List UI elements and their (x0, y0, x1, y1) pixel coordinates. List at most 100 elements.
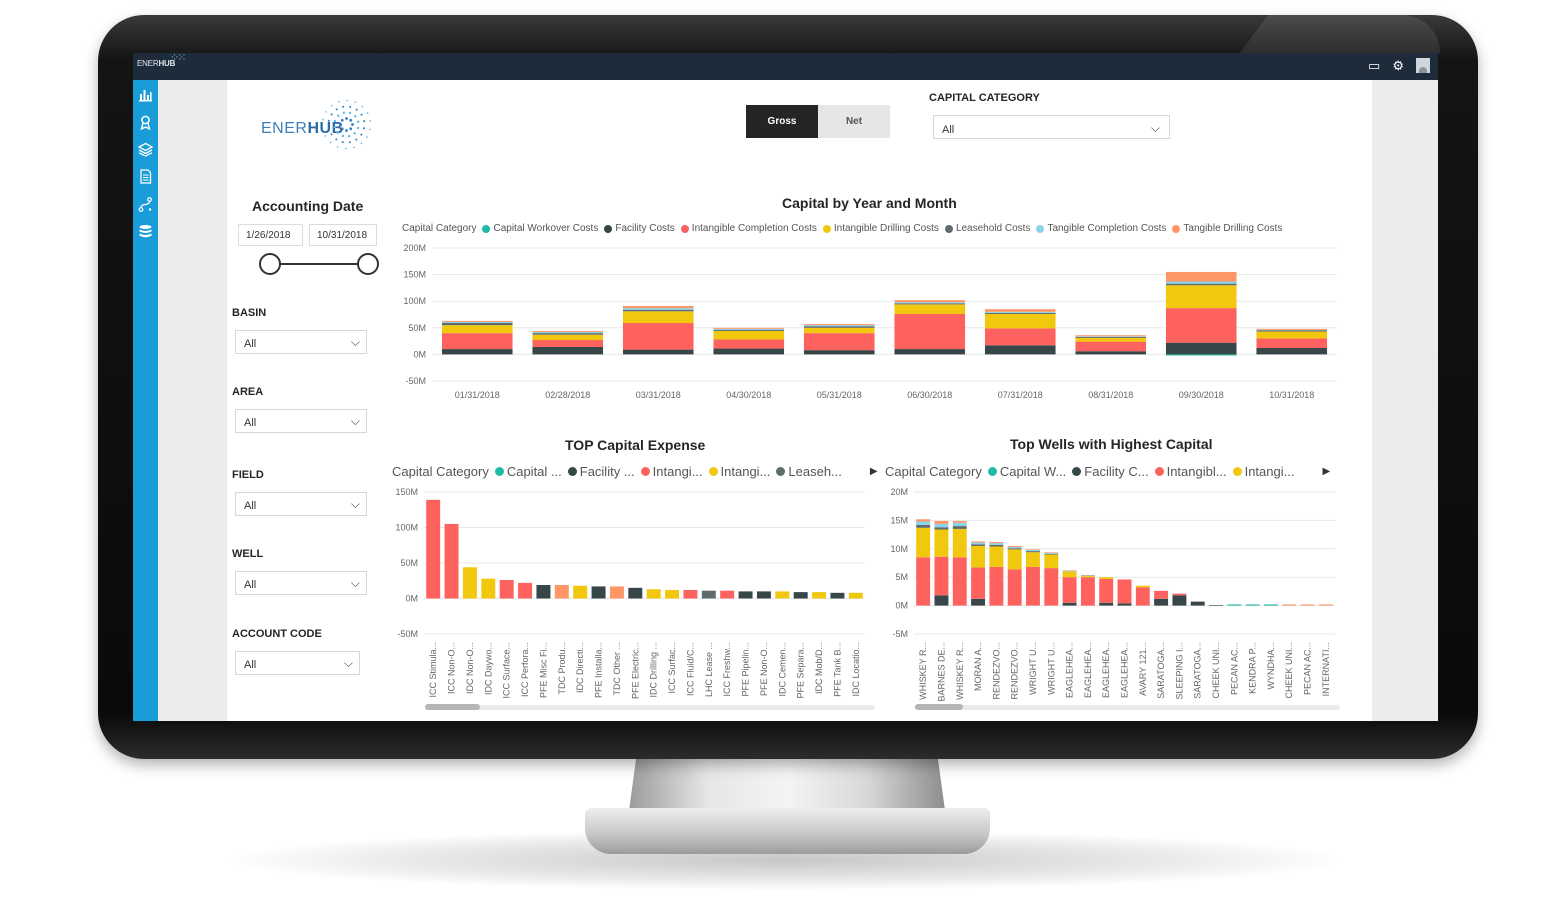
layers-icon[interactable] (137, 142, 154, 157)
legend-next-arrow-icon[interactable]: ▶ (869, 466, 878, 477)
bar-segment-facility-costs[interactable] (1256, 348, 1328, 355)
bar-segment-tangible-completion-costs[interactable] (1062, 570, 1077, 572)
bar-segment-leasehold-costs[interactable] (532, 333, 604, 335)
bar-segment-tangible-drilling-costs[interactable] (1282, 604, 1297, 606)
legend-item-facility-costs[interactable]: Facility ... (567, 464, 635, 479)
bar-segment-intangible-completion-costs[interactable] (934, 556, 949, 596)
date-slider-end-handle[interactable] (357, 253, 379, 275)
account-code-dropdown[interactable]: All ⌵ (235, 651, 360, 675)
legend-item-capital-workover-costs[interactable]: Capital Workover Costs (482, 223, 598, 234)
expense-bar[interactable] (738, 591, 753, 599)
bar-segment-intangible-completion-costs[interactable] (1172, 593, 1187, 596)
bar-segment-leasehold-costs[interactable] (1026, 551, 1040, 553)
chart3-scroll-track[interactable] (915, 705, 1340, 710)
bar-segment-tangible-completion-costs[interactable] (916, 521, 931, 525)
bar-segment-intangible-completion-costs[interactable] (713, 339, 785, 349)
bar-segment-intangible-drilling-costs[interactable] (1080, 576, 1095, 578)
database-icon[interactable] (138, 224, 153, 239)
bar-segment-tangible-drilling-costs[interactable] (1080, 574, 1095, 576)
bar-segment-intangible-drilling-costs[interactable] (916, 527, 931, 558)
bar-segment-tangible-drilling-costs[interactable] (1007, 545, 1022, 548)
legend-item-intangible-drilling-costs[interactable]: Intangi... (1232, 464, 1294, 479)
expense-bar[interactable] (646, 589, 661, 599)
bar-segment-tangible-completion-costs[interactable] (984, 311, 1056, 313)
bar-segment-tangible-drilling-costs[interactable] (989, 541, 1004, 544)
expense-bar[interactable] (848, 592, 863, 599)
bar-segment-intangible-completion-costs[interactable] (1026, 566, 1040, 606)
expense-bar[interactable] (499, 580, 514, 599)
user-avatar-icon[interactable] (1416, 58, 1430, 73)
bar-segment-intangible-drilling-costs[interactable] (713, 330, 785, 340)
bar-segment-leasehold-costs[interactable] (952, 526, 967, 529)
bar-segment-intangible-completion-costs[interactable] (1007, 569, 1022, 606)
expense-bar[interactable] (812, 592, 827, 599)
bar-segment-leasehold-costs[interactable] (971, 544, 986, 546)
bar-segment-tangible-completion-costs[interactable] (1075, 336, 1147, 337)
bar-segment-leasehold-costs[interactable] (803, 326, 875, 328)
chart3-scrollbar[interactable] (915, 704, 963, 710)
bar-segment-tangible-drilling-costs[interactable] (1300, 604, 1315, 606)
expense-bar[interactable] (536, 585, 551, 599)
bar-segment-leasehold-costs[interactable] (1165, 283, 1237, 286)
expense-bar[interactable] (720, 590, 735, 599)
topbar-logo[interactable]: ENERHUB (137, 59, 176, 68)
bar-segment-tangible-completion-costs[interactable] (1026, 549, 1040, 552)
bar-segment-intangible-drilling-costs[interactable] (1062, 571, 1077, 578)
bar-segment-intangible-drilling-costs[interactable] (622, 311, 694, 324)
bar-segment-tangible-drilling-costs[interactable] (622, 305, 694, 309)
date-slider-start-handle[interactable] (259, 253, 281, 275)
bar-segment-tangible-drilling-costs[interactable] (916, 519, 931, 522)
bar-segment-facility-costs[interactable] (984, 345, 1056, 355)
bar-segment-intangible-completion-costs[interactable] (441, 333, 513, 350)
bar-segment-intangible-completion-costs[interactable] (1075, 341, 1147, 352)
bar-segment-tangible-drilling-costs[interactable] (984, 309, 1056, 312)
bar-segment-intangible-completion-costs[interactable] (916, 557, 931, 606)
bar-segment-intangible-drilling-costs[interactable] (971, 545, 986, 568)
bar-segment-tangible-completion-costs[interactable] (971, 542, 986, 545)
bar-segment-facility-costs[interactable] (713, 348, 785, 355)
bar-segment-intangible-completion-costs[interactable] (1080, 577, 1095, 606)
bar-segment-facility-costs[interactable] (1099, 602, 1114, 606)
bar-segment-leasehold-costs[interactable] (984, 312, 1056, 314)
bar-segment-leasehold-costs[interactable] (989, 544, 1004, 547)
bar-segment-facility-costs[interactable] (532, 346, 604, 355)
bar-segment-capital-workover-costs[interactable] (1263, 604, 1278, 606)
bar-segment-tangible-completion-costs[interactable] (1080, 575, 1095, 577)
bar-segment-leasehold-costs[interactable] (916, 524, 931, 528)
field-dropdown[interactable]: All ⌵ (235, 492, 367, 516)
bar-segment-tangible-drilling-costs[interactable] (894, 300, 966, 303)
bar-segment-tangible-completion-costs[interactable] (1256, 329, 1328, 331)
bar-segment-intangible-drilling-costs[interactable] (1044, 554, 1059, 569)
bar-segment-tangible-drilling-costs[interactable] (1075, 335, 1147, 337)
bar-segment-leasehold-costs[interactable] (894, 303, 966, 305)
expense-bar[interactable] (426, 499, 441, 599)
bar-segment-tangible-drilling-costs[interactable] (1318, 604, 1333, 606)
bar-segment-intangible-drilling-costs[interactable] (1165, 285, 1237, 309)
bar-segment-intangible-completion-costs[interactable] (1165, 308, 1237, 343)
legend-item-intangible-completion-costs[interactable]: Intangibl... (1154, 464, 1227, 479)
bar-segment-intangible-completion-costs[interactable] (894, 313, 966, 350)
bar-segment-tangible-drilling-costs[interactable] (1062, 570, 1077, 571)
bar-segment-tangible-completion-costs[interactable] (713, 328, 785, 330)
bar-segment-facility-costs[interactable] (622, 349, 694, 355)
expense-bar[interactable] (573, 585, 588, 599)
bar-segment-leasehold-costs[interactable] (934, 527, 949, 530)
bar-segment-intangible-drilling-costs[interactable] (934, 529, 949, 557)
bar-segment-intangible-completion-costs[interactable] (1044, 568, 1059, 606)
bar-segment-leasehold-costs[interactable] (1007, 548, 1022, 550)
bar-segment-capital-workover-costs[interactable] (1165, 354, 1237, 356)
legend-item-leasehold-costs[interactable]: Leasehold Costs (944, 223, 1030, 234)
expense-bar[interactable] (665, 589, 680, 599)
bar-segment-facility-costs[interactable] (1075, 351, 1147, 355)
bar-segment-tangible-drilling-costs[interactable] (532, 330, 604, 333)
expense-bar[interactable] (628, 587, 643, 599)
bar-segment-intangible-drilling-costs[interactable] (532, 334, 604, 341)
bar-segment-tangible-drilling-costs[interactable] (1044, 552, 1059, 553)
chart2-scroll-track[interactable] (425, 705, 875, 710)
expense-bar[interactable] (830, 592, 845, 599)
net-toggle-button[interactable]: Net (818, 105, 890, 138)
bar-segment-intangible-completion-costs[interactable] (971, 567, 986, 599)
bar-segment-facility-costs[interactable] (1165, 342, 1237, 355)
bar-segment-intangible-drilling-costs[interactable] (989, 546, 1004, 567)
bar-segment-tangible-drilling-costs[interactable] (934, 520, 949, 524)
